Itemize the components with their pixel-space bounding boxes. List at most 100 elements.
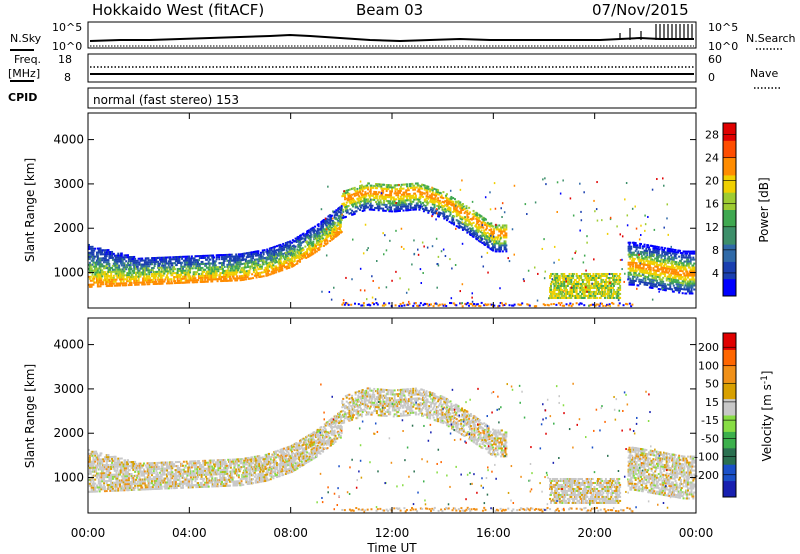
heatmap-cell xyxy=(355,204,358,207)
heatmap-cell xyxy=(343,303,346,306)
heatmap-cell xyxy=(180,265,183,268)
freq-tick-right-top: 60 xyxy=(708,53,722,66)
heatmap-cell xyxy=(233,273,236,276)
heatmap-cell xyxy=(214,264,217,267)
heatmap-cell xyxy=(670,258,673,261)
heatmap-cell xyxy=(662,270,665,273)
heatmap-cell xyxy=(680,288,683,291)
noise-tick-left-bottom: 10^0 xyxy=(52,40,82,53)
power-heatmap xyxy=(88,177,696,308)
heatmap-cell xyxy=(435,210,438,213)
heatmap-cell xyxy=(551,272,554,275)
heatmap-cell xyxy=(390,194,393,197)
heatmap-cell xyxy=(225,277,228,280)
heatmap-cell xyxy=(655,271,658,274)
heatmap-cell xyxy=(402,191,405,194)
heatmap-cell xyxy=(359,202,362,205)
heatmap-cell xyxy=(679,267,682,270)
heatmap-cell xyxy=(130,281,133,284)
heatmap-cell xyxy=(359,208,362,211)
heatmap-cell xyxy=(99,285,102,288)
heatmap-cell xyxy=(156,270,159,273)
heatmap-cell xyxy=(663,273,666,276)
heatmap-cell xyxy=(329,234,332,237)
heatmap-cell xyxy=(247,255,250,258)
heatmap-cell xyxy=(409,206,412,209)
heatmap-cell xyxy=(556,274,559,277)
heatmap-cell xyxy=(172,272,175,275)
heatmap-cell xyxy=(560,282,563,285)
heatmap-cell xyxy=(251,251,254,254)
heatmap-cell xyxy=(555,296,558,299)
heatmap-cell xyxy=(467,228,470,231)
heatmap-cell xyxy=(347,189,350,192)
heatmap-cell xyxy=(101,275,104,278)
heatmap-cell xyxy=(96,247,99,250)
heatmap-cell xyxy=(677,283,680,286)
heatmap-cell xyxy=(312,252,315,255)
heatmap-cell xyxy=(430,211,433,214)
heatmap-cell xyxy=(611,272,614,275)
heatmap-cell xyxy=(655,279,658,282)
heatmap-cell xyxy=(472,209,475,212)
heatmap-cell xyxy=(573,290,576,293)
heatmap-cell xyxy=(679,273,682,276)
heatmap-cell xyxy=(88,277,91,280)
heatmap-cell xyxy=(569,292,572,295)
heatmap-cell xyxy=(628,243,631,246)
heatmap-cell xyxy=(324,223,327,226)
heatmap-cell xyxy=(689,256,692,259)
heatmap-cell xyxy=(204,274,207,277)
heatmap-cell xyxy=(194,271,197,274)
heatmap-cell xyxy=(635,262,638,265)
heatmap-cell xyxy=(655,245,658,248)
heatmap-cell xyxy=(601,284,604,287)
heatmap-cell xyxy=(363,195,366,198)
heatmap-cell xyxy=(671,276,674,279)
heatmap-cell xyxy=(350,200,353,203)
heatmap-cell xyxy=(647,272,650,275)
heatmap-cell xyxy=(421,191,424,194)
heatmap-cell xyxy=(641,279,644,282)
heatmap-cell xyxy=(304,239,307,242)
heatmap-cell xyxy=(343,204,346,207)
heatmap-cell xyxy=(363,209,366,212)
heatmap-cell xyxy=(151,269,154,272)
heatmap-cell xyxy=(244,266,247,269)
heatmap-cell xyxy=(148,273,151,276)
heatmap-cell xyxy=(610,288,613,291)
heatmap-cell xyxy=(263,261,266,264)
heatmap-cell xyxy=(397,196,400,199)
heatmap-cell xyxy=(580,272,583,275)
heatmap-cell xyxy=(446,215,449,218)
heatmap-cell xyxy=(465,207,468,210)
heatmap-cell xyxy=(212,278,215,281)
heatmap-cell xyxy=(260,265,263,268)
heatmap-cell xyxy=(261,249,264,252)
heatmap-cell xyxy=(117,252,120,255)
heatmap-cell xyxy=(352,199,355,202)
heatmap-cell xyxy=(562,278,565,281)
heatmap-cell xyxy=(652,283,655,286)
heatmap-cell xyxy=(598,282,601,285)
heatmap-cell xyxy=(644,251,647,254)
heatmap-cell xyxy=(565,286,568,289)
heatmap-cell xyxy=(205,258,208,261)
heatmap-cell xyxy=(187,279,190,282)
heatmap-cell xyxy=(588,278,591,281)
heatmap-cell xyxy=(365,192,368,195)
heatmap-cell xyxy=(114,280,117,283)
heatmap-cell xyxy=(108,274,111,277)
heatmap-cell xyxy=(651,284,654,287)
heatmap-cell xyxy=(568,290,571,293)
heatmap-cell xyxy=(287,241,290,244)
heatmap-cell xyxy=(687,264,690,267)
heatmap-cell xyxy=(268,249,271,252)
heatmap-cell xyxy=(119,278,122,281)
heatmap-cell xyxy=(641,281,644,284)
heatmap-cell xyxy=(109,254,112,257)
heatmap-cell xyxy=(205,262,208,265)
heatmap-cell xyxy=(465,205,468,208)
heatmap-cell xyxy=(336,218,339,221)
heatmap-cell xyxy=(155,274,158,277)
